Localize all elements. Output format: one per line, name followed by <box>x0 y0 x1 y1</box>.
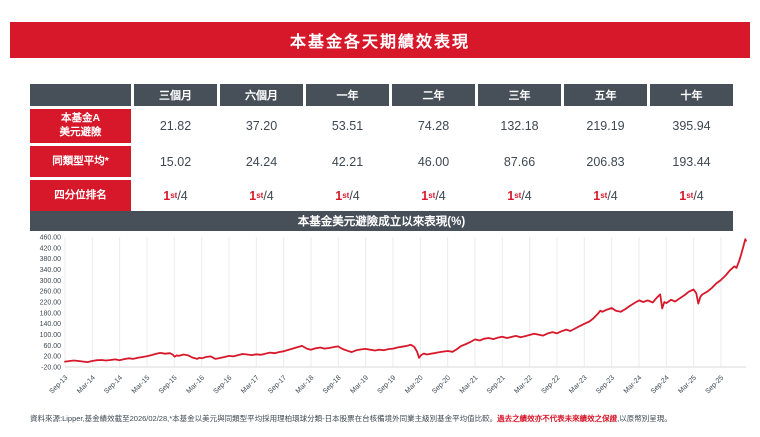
performance-line <box>64 238 747 364</box>
y-axis-tick-label: 220.00 <box>40 300 62 307</box>
x-axis-tick-label: Sep-17 <box>267 374 288 395</box>
row-label-cell: 四分位排名 <box>30 180 131 211</box>
x-axis-tick-label: Mar-20 <box>404 374 425 395</box>
value-cell: 132.18 <box>478 109 561 143</box>
y-axis-tick-label: 420.00 <box>40 245 62 252</box>
value-cell: 53.51 <box>306 109 389 143</box>
x-axis-tick-label: Sep-18 <box>322 374 343 395</box>
page-title: 本基金各天期績效表現 <box>289 34 470 51</box>
table-header-cell: 三年 <box>478 84 561 106</box>
disclaimer-tail-text: ,以原幣別呈現。 <box>617 414 672 423</box>
x-axis-tick-label: Mar-21 <box>459 374 480 395</box>
table-corner-cell <box>30 84 131 106</box>
x-axis-tick-label: Sep-14 <box>103 374 124 395</box>
y-axis-tick-label: 380.00 <box>40 256 62 263</box>
x-axis-tick-label: Sep-23 <box>595 374 616 395</box>
y-axis-tick-label: 180.00 <box>40 310 62 317</box>
x-axis-tick-label: Mar-22 <box>513 374 534 395</box>
y-axis-tick-label: 100.00 <box>40 332 62 339</box>
x-axis-tick-label: Sep-25 <box>704 374 725 395</box>
value-cell: 24.24 <box>220 146 303 177</box>
value-cell: 219.19 <box>564 109 647 143</box>
value-cell: 74.28 <box>392 109 475 143</box>
table-header-cell: 二年 <box>392 84 475 106</box>
x-axis-tick-label: Mar-17 <box>240 374 261 395</box>
row-label-cell: 同類型平均* <box>30 146 131 177</box>
value-cell: 395.94 <box>650 109 733 143</box>
table-header-cell: 六個月 <box>220 84 303 106</box>
x-axis-tick-label: Sep-19 <box>376 374 397 395</box>
y-axis-tick-label: 140.00 <box>40 321 62 328</box>
x-axis-tick-label: Sep-20 <box>431 374 452 395</box>
x-axis-tick-label: Sep-13 <box>48 374 69 395</box>
y-axis-tick-label: 260.00 <box>40 289 62 296</box>
table-header-cell: 一年 <box>306 84 389 106</box>
y-axis-tick-label: -20.00 <box>41 365 61 372</box>
y-axis-tick-label: 300.00 <box>40 278 62 285</box>
line-chart-svg: Sep-13 Mar-14 Sep-14 Mar-15 Sep-15 Mar-16 Sep-… <box>40 235 747 395</box>
value-cell: 21.82 <box>134 109 217 143</box>
disclaimer-text: 資料來源:Lipper,基金績效截至2026/02/28,*本基金以美元與同類型… <box>30 414 498 423</box>
x-axis-tick-label: Mar-23 <box>568 374 589 395</box>
value-cell: 42.21 <box>306 146 389 177</box>
table-header-cell: 三個月 <box>134 84 217 106</box>
x-axis-tick-label: Mar-14 <box>76 374 97 395</box>
performance-chart: Sep-13 Mar-14 Sep-14 Mar-15 Sep-15 Mar-16 Sep-… <box>28 232 750 404</box>
page-title-banner: 本基金各天期績效表現 <box>10 22 750 58</box>
chart-title-bar: 本基金美元避險成立以來表現(%) <box>30 211 733 231</box>
value-cell: 15.02 <box>134 146 217 177</box>
x-axis-tick-label: Mar-24 <box>623 374 644 395</box>
x-axis-tick-label: Sep-21 <box>486 374 507 395</box>
x-axis-tick-label: Mar-19 <box>349 374 370 395</box>
table-header-cell: 十年 <box>650 84 733 106</box>
x-axis-tick-label: Sep-16 <box>212 374 233 395</box>
x-axis-tick-label: Mar-25 <box>677 374 698 395</box>
y-axis-tick-label: 340.00 <box>40 267 62 274</box>
disclaimer-warning-text: 過去之績效亦不代表未來績效之保證 <box>497 414 618 423</box>
row-label-cell: 本基金A 美元避險 <box>30 109 131 143</box>
y-axis-tick-label: 20.00 <box>43 354 61 361</box>
x-axis-tick-label: Sep-24 <box>650 374 671 395</box>
value-cell: 46.00 <box>392 146 475 177</box>
disclaimer: 資料來源:Lipper,基金績效截至2026/02/28,*本基金以美元與同類型… <box>30 414 740 424</box>
value-cell: 193.44 <box>650 146 733 177</box>
table-header-cell: 五年 <box>564 84 647 106</box>
performance-table: 三個月 六個月 一年 二年 三年 五年 十年本基金A 美元避險 21.82 37.20 53.51… <box>30 84 733 211</box>
value-cell: 87.66 <box>478 146 561 177</box>
chart-title: 本基金美元避險成立以來表現(%) <box>297 216 466 228</box>
x-axis-tick-label: Mar-15 <box>131 374 152 395</box>
x-axis-tick-label: Sep-22 <box>540 374 561 395</box>
value-cell: 206.83 <box>564 146 647 177</box>
value-cell: 37.20 <box>220 109 303 143</box>
y-axis-tick-label: 60.00 <box>43 343 61 350</box>
y-axis-tick-label: 460.00 <box>40 235 62 242</box>
x-axis-tick-label: Mar-18 <box>295 374 316 395</box>
x-axis-tick-label: Sep-15 <box>158 374 179 395</box>
x-axis-tick-label: Mar-16 <box>185 374 206 395</box>
